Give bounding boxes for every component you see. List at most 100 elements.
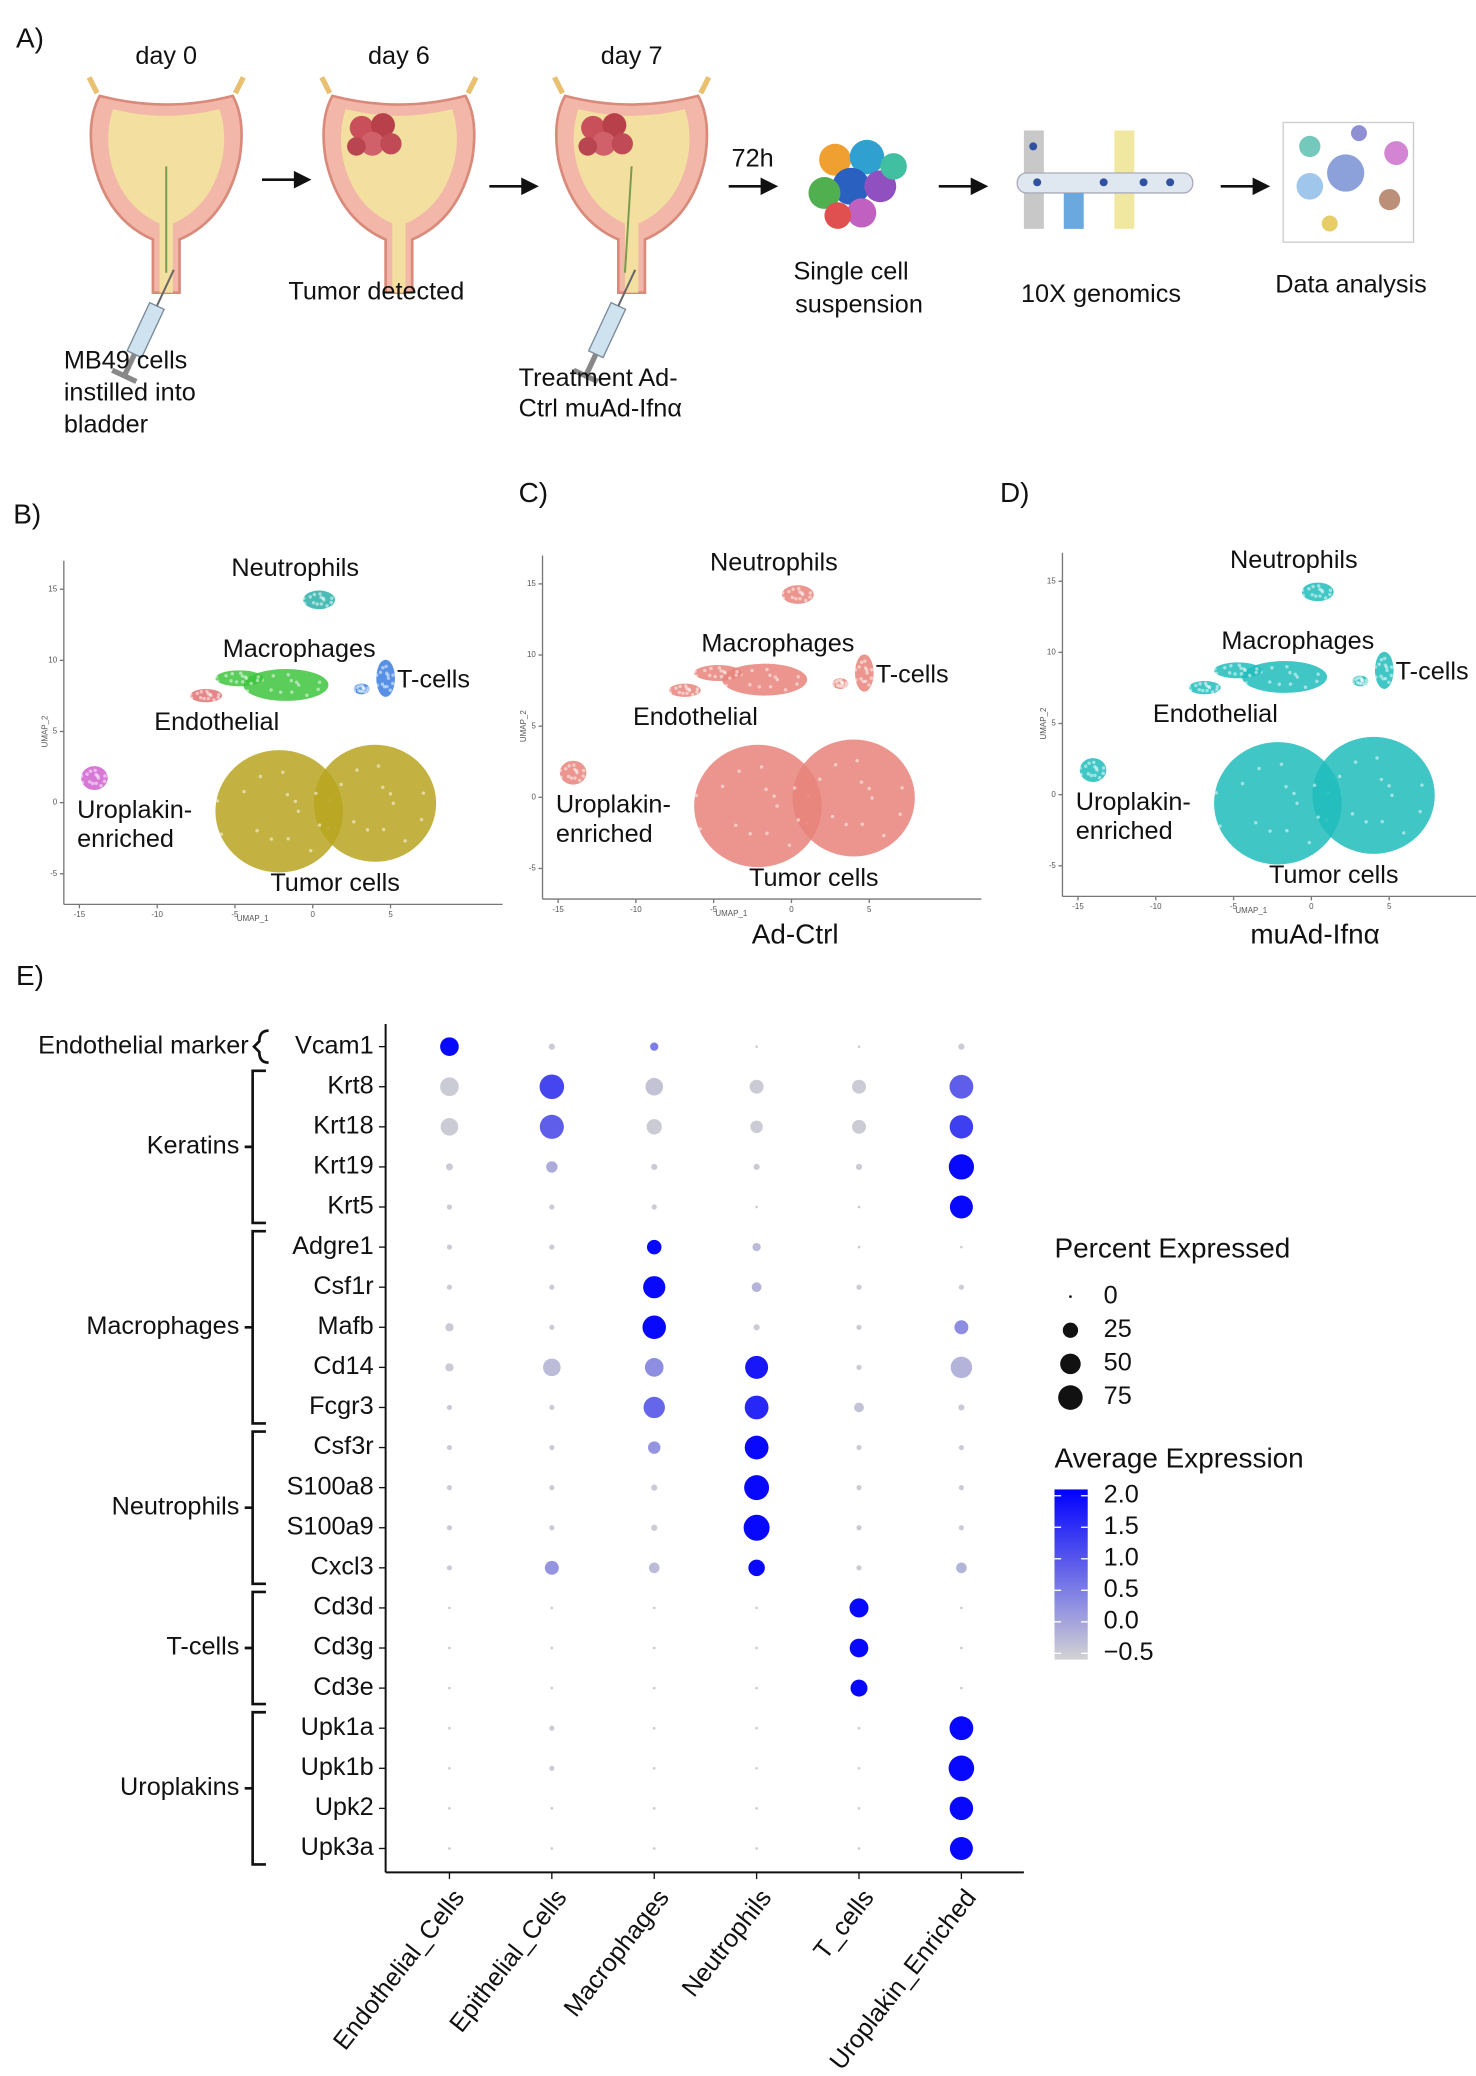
- cell-dot: [256, 675, 261, 679]
- cluster-label: Neutrophils: [710, 549, 838, 577]
- cell-dot: [1240, 781, 1245, 786]
- dot: [755, 1726, 758, 1730]
- dot: [857, 1726, 861, 1730]
- dot: [549, 1765, 555, 1771]
- dot: [960, 1646, 963, 1650]
- cell-dot: [693, 669, 697, 674]
- cell-dot: [1288, 670, 1292, 675]
- cell-dot: [1254, 670, 1258, 675]
- cell-dot: [685, 691, 689, 695]
- y-tick-label: -5: [1049, 861, 1057, 870]
- dot: [744, 1435, 769, 1460]
- cell-dot: [255, 828, 259, 833]
- cell-dot: [759, 765, 764, 769]
- step-text: Treatment Ad-: [519, 364, 678, 392]
- cell-dot: [384, 664, 388, 669]
- category-label: T_cells: [808, 1884, 879, 1964]
- cell-dot: [572, 763, 576, 767]
- y-tick-label: 0: [53, 798, 58, 807]
- cell-dot: [94, 773, 98, 777]
- cell-dot: [859, 660, 864, 665]
- cell-dot: [1198, 682, 1202, 686]
- step-text: Ctrl muAd-Ifnα: [519, 394, 682, 422]
- colorbar-label: 0.0: [1104, 1606, 1139, 1634]
- cell-dot: [831, 683, 835, 688]
- cell-dot: [1316, 815, 1320, 819]
- cell-dot: [319, 602, 324, 606]
- gene-label: Cd3d: [313, 1593, 373, 1621]
- dot: [856, 1525, 862, 1531]
- cell-dot: [695, 687, 700, 691]
- cell-dot: [1233, 672, 1237, 676]
- cell-dot: [1383, 656, 1387, 661]
- dot: [446, 1525, 453, 1531]
- gene-label: Upk1a: [301, 1713, 375, 1741]
- gene-label: S100a9: [287, 1512, 374, 1540]
- cluster: [722, 663, 808, 696]
- gene-label: Upk1b: [301, 1753, 374, 1781]
- cell-dot: [569, 776, 574, 780]
- cell-dot: [403, 839, 407, 843]
- cluster-label: T-cells: [876, 660, 949, 688]
- cell-dot: [381, 666, 385, 670]
- cell-dot: [1301, 593, 1306, 598]
- x-tick-label: -15: [552, 905, 564, 914]
- dot: [652, 1807, 656, 1810]
- cell-dot: [709, 666, 713, 671]
- cell-dot: [854, 678, 858, 682]
- dot: [446, 1284, 453, 1290]
- gene-label: Mafb: [318, 1312, 374, 1340]
- cell-dot: [1295, 801, 1299, 806]
- dot: [549, 1485, 555, 1491]
- dot: [448, 1766, 451, 1770]
- cell-dot: [318, 592, 322, 596]
- cell-dot: [1277, 682, 1282, 686]
- dot: [550, 1686, 554, 1690]
- dot: [949, 1836, 973, 1860]
- cell-dot: [787, 843, 792, 848]
- dot: [550, 1606, 554, 1610]
- gene-label: Krt18: [313, 1111, 373, 1139]
- cell-dot: [1420, 783, 1424, 787]
- dot: [448, 1847, 451, 1850]
- x-tick-label: -15: [1072, 902, 1084, 911]
- cell-dot: [720, 784, 725, 789]
- cell-dot: [833, 763, 838, 767]
- cell-dot: [355, 768, 359, 772]
- cell-dot: [381, 785, 385, 790]
- cell-dot: [1237, 663, 1242, 667]
- cell-dot: [1078, 766, 1082, 770]
- cell-dot: [329, 600, 334, 605]
- cell-dot: [1101, 771, 1105, 776]
- dot: [549, 1204, 555, 1210]
- dot: [448, 1686, 451, 1690]
- y-tick-label: 5: [53, 727, 58, 736]
- step-text: MB49 cells: [64, 347, 188, 375]
- cell-dot: [1214, 671, 1219, 676]
- umap-plot: -5 0 5 10 15 -15 -10 -5 0 5 UMAP_1 UMAP_2 Neutrophil…: [1039, 546, 1476, 950]
- y-tick-label: -5: [529, 864, 537, 873]
- dot: [751, 1282, 762, 1293]
- cell-dot: [1351, 681, 1355, 685]
- cluster: [1241, 661, 1328, 693]
- dot: [849, 1638, 869, 1658]
- cell-dot: [421, 791, 426, 795]
- dot: [652, 1726, 656, 1730]
- dot: [852, 1079, 866, 1094]
- dot: [651, 1524, 658, 1531]
- cell-dot: [375, 683, 379, 687]
- cell-dot: [1379, 777, 1384, 782]
- dot: [755, 1646, 758, 1650]
- dot: [949, 1195, 973, 1219]
- dot: [856, 1324, 862, 1330]
- cell-dot: [1350, 678, 1355, 682]
- cell-dot: [713, 674, 717, 679]
- cell-dot: [85, 772, 89, 776]
- dot: [445, 1323, 454, 1332]
- brace: [244, 1710, 266, 1866]
- dot: [856, 1284, 862, 1290]
- cell-dot: [285, 792, 290, 797]
- dot: [960, 1686, 963, 1690]
- cell-dot: [860, 822, 865, 826]
- dot: [651, 1484, 658, 1491]
